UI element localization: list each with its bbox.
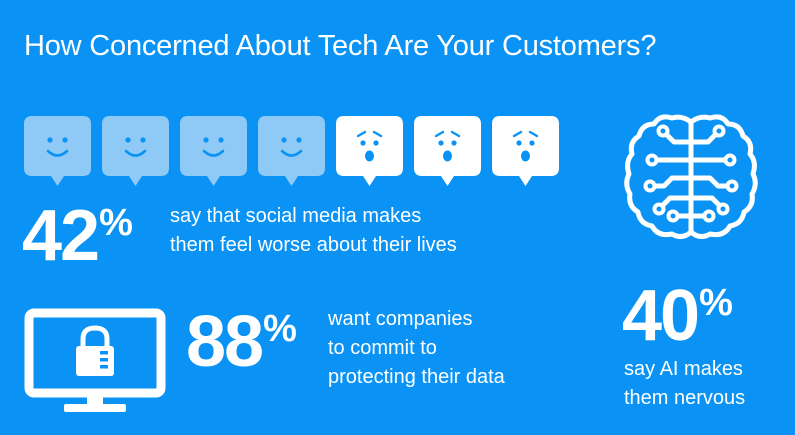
stat-data-value: 88 [186, 302, 264, 382]
stat-ai-description: say AI makes them nervous [624, 355, 745, 413]
worried-face-icon [336, 116, 403, 186]
smiley-face-icon [102, 116, 169, 186]
monitor-lock-icon [24, 308, 166, 412]
stat-data-line: want companies [328, 308, 473, 330]
stat-ai-line: say AI makes [624, 358, 743, 380]
worried-face-icon [414, 116, 481, 186]
stat-data-line: to commit to [328, 337, 437, 359]
stat-ai-value: 40 [622, 276, 700, 356]
stat-ai: 40% [622, 280, 733, 352]
smiley-face-icon [24, 116, 91, 186]
stat-data-protection: 88% [186, 306, 297, 378]
smiley-face-icon [258, 116, 325, 186]
stat-social-line: them feel worse about their lives [170, 234, 457, 256]
worried-face-icon [492, 116, 559, 186]
stat-social-media: 42% [22, 200, 133, 272]
stat-social-value: 42 [22, 196, 100, 276]
stat-data-unit: % [263, 308, 297, 350]
stat-social-description: say that social media makes them feel wo… [170, 202, 457, 260]
stat-data-line: protecting their data [328, 366, 505, 388]
stat-ai-unit: % [699, 282, 733, 324]
stat-social-line: say that social media makes [170, 205, 422, 227]
stat-data-description: want companies to commit to protecting t… [328, 305, 505, 392]
face-rating-row [24, 116, 564, 190]
smiley-face-icon [180, 116, 247, 186]
brain-circuit-icon [624, 114, 758, 240]
stat-social-unit: % [99, 202, 133, 244]
page-title: How Concerned About Tech Are Your Custom… [24, 30, 657, 62]
stat-ai-line: them nervous [624, 387, 746, 409]
